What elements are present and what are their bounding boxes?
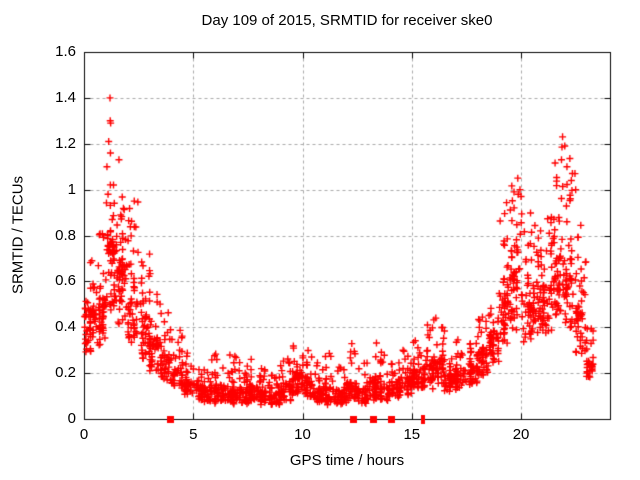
- x-tick-label: 0: [79, 426, 89, 443]
- y-tick-label: 0.4: [55, 318, 76, 336]
- x-axis-label: GPS time / hours: [289, 452, 405, 469]
- x-tick-label: 10: [294, 426, 311, 443]
- y-tick-label: 0.8: [55, 226, 76, 244]
- y-tick-label: 0: [67, 410, 76, 427]
- x-tick-label: 15: [403, 426, 421, 443]
- y-tick-label: 1.4: [55, 88, 76, 106]
- x-tick-label: 5: [189, 426, 198, 443]
- y-tick-label: 0.2: [55, 364, 76, 382]
- chart-title: Day 109 of 2015, SRMTID for receiver ske…: [201, 12, 493, 29]
- y-tick-label: 1: [67, 180, 76, 198]
- x-tick-label: 20: [512, 426, 530, 443]
- y-tick-label: 1.2: [55, 134, 76, 152]
- y-tick-label: 0.6: [55, 272, 76, 290]
- y-tick-label: 1.6: [55, 43, 76, 60]
